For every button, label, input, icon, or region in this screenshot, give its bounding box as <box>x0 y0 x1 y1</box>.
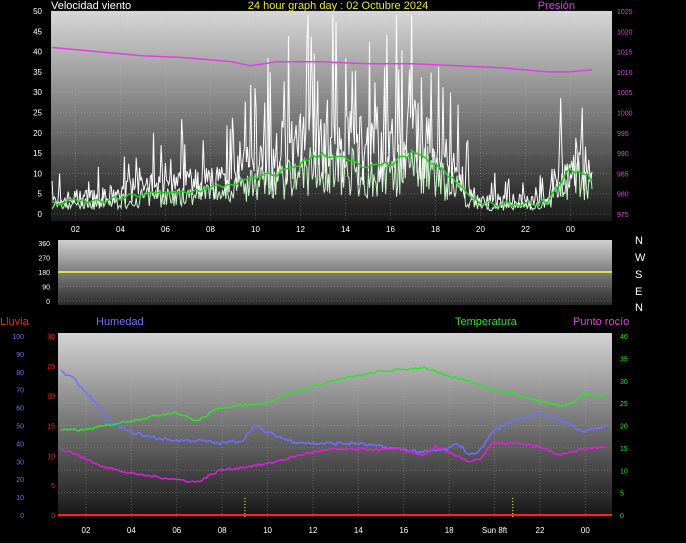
bottom-x-tick: 08 <box>218 526 227 535</box>
humidity-y-tick: 25 <box>47 364 55 371</box>
compass-labels: N W S E N <box>635 235 646 314</box>
rain-y-tick: 40 <box>16 441 24 448</box>
rain-y-tick: 70 <box>16 388 24 395</box>
compass-n-bottom: N <box>635 302 643 314</box>
dewpoint-line <box>60 441 607 483</box>
humidity-label: Humedad <box>96 316 144 328</box>
temperature-y-tick: 20 <box>620 424 628 431</box>
humidity-y-tick: 20 <box>47 394 55 401</box>
pressure-y-tick: 975 <box>617 212 629 219</box>
temperature-label: Temperatura <box>455 316 518 328</box>
compass-n-top: N <box>635 235 643 247</box>
temperature-y-tick: 35 <box>620 356 628 363</box>
wind-y-tick: 10 <box>33 169 42 178</box>
humidity-y-tick: 5 <box>51 483 55 490</box>
temperature-y-tick: 25 <box>620 401 628 408</box>
bottom-x-tick: 22 <box>536 526 545 535</box>
wind-x-tick: 08 <box>206 225 215 234</box>
direction-y-tick: 0 <box>46 299 50 306</box>
rain-y-tick: 80 <box>16 370 24 377</box>
bottom-x-tick: 10 <box>263 526 272 535</box>
bottom-x-tick: 16 <box>399 526 408 535</box>
wind-x-tick: 16 <box>386 225 395 234</box>
wind-y-tick: 45 <box>33 27 42 36</box>
humidity-line <box>60 369 607 456</box>
bottom-x-tick: 04 <box>127 526 136 535</box>
rain-y-tick: 60 <box>16 406 24 413</box>
temperature-y-tick: 40 <box>620 334 628 341</box>
rain-y-tick: 50 <box>16 424 24 431</box>
rain-y-tick: 30 <box>16 459 24 466</box>
rain-y-tick: 0 <box>20 513 24 520</box>
bottom-x-tick: 18 <box>445 526 454 535</box>
rain-y-tick: 100 <box>12 334 24 341</box>
wind-y-tick: 15 <box>33 149 42 158</box>
temperature-line <box>60 365 606 432</box>
wind-x-tick: 14 <box>341 225 350 234</box>
pressure-y-tick: 1015 <box>617 50 633 57</box>
wind-gust-line <box>51 139 593 212</box>
humidity-y-tick: 30 <box>47 334 55 341</box>
wind-x-tick: 20 <box>476 225 485 234</box>
temperature-y-tick: 30 <box>620 379 628 386</box>
wind-x-tick: 04 <box>116 225 125 234</box>
bottom-x-tick: 06 <box>172 526 181 535</box>
wind-average-line <box>51 149 593 208</box>
wind-y-tick: 35 <box>33 68 42 77</box>
direction-y-tick: 180 <box>38 270 50 277</box>
wind-y-tick: 40 <box>33 48 42 57</box>
chart-title: 24 hour graph day : 02 Octubre 2024 <box>248 0 428 12</box>
wind-x-tick: 02 <box>71 225 80 234</box>
rain-label: Lluvia <box>0 316 30 328</box>
compass-s: S <box>635 269 642 281</box>
pressure-y-tick: 985 <box>617 171 629 178</box>
humidity-y-tick: 15 <box>47 424 55 431</box>
wind-y-tick: 25 <box>33 109 42 118</box>
direction-y-tick: 360 <box>38 241 50 248</box>
wind-x-tick: 18 <box>431 225 440 234</box>
wind-x-tick: 22 <box>521 225 530 234</box>
humidity-y-tick: 10 <box>47 453 55 460</box>
pressure-y-tick: 1025 <box>617 9 633 16</box>
pressure-y-tick: 1005 <box>617 90 633 97</box>
rain-y-tick: 10 <box>16 495 24 502</box>
compass-e: E <box>635 286 642 298</box>
wind-x-tick: 10 <box>251 225 260 234</box>
wind-y-tick: 5 <box>38 190 43 199</box>
wind-y-tick: 20 <box>33 129 42 138</box>
bottom-x-tick: 00 <box>581 526 590 535</box>
pressure-y-tick: 1010 <box>617 70 633 77</box>
rain-y-tick: 20 <box>16 477 24 484</box>
compass-w: W <box>635 252 646 264</box>
pressure-y-tick: 990 <box>617 151 629 158</box>
temperature-humidity-plot-area <box>58 333 612 518</box>
pressure-line <box>51 46 593 73</box>
temperature-y-tick: 0 <box>620 513 624 520</box>
humidity-y-tick: 0 <box>51 513 55 520</box>
temperature-y-tick: 15 <box>620 446 628 453</box>
wind-x-tick: 12 <box>296 225 305 234</box>
pressure-y-tick: 1000 <box>617 111 633 118</box>
pressure-y-tick: 980 <box>617 192 629 199</box>
rain-y-tick: 90 <box>16 352 24 359</box>
bottom-x-tick: Sun 8ft <box>482 526 508 535</box>
pressure-label: Presión <box>538 0 575 12</box>
temperature-y-tick: 10 <box>620 468 628 475</box>
wind-y-tick: 50 <box>33 7 42 16</box>
pressure-y-tick: 1020 <box>617 29 633 36</box>
bottom-x-tick: 12 <box>309 526 318 535</box>
wind-x-tick: 00 <box>566 225 575 234</box>
bottom-x-tick: 02 <box>82 526 91 535</box>
temperature-y-tick: 5 <box>620 491 624 498</box>
direction-y-tick: 90 <box>42 285 50 292</box>
wind-y-tick: 30 <box>33 88 42 97</box>
direction-y-tick: 270 <box>38 256 50 263</box>
wind-x-tick: 06 <box>161 225 170 234</box>
wind-speed-label: Velocidad viento <box>51 0 131 12</box>
pressure-y-tick: 995 <box>617 131 629 138</box>
dewpoint-label: Punto rocío <box>573 316 629 328</box>
wind-y-tick: 0 <box>38 210 43 219</box>
bottom-x-tick: 14 <box>354 526 363 535</box>
